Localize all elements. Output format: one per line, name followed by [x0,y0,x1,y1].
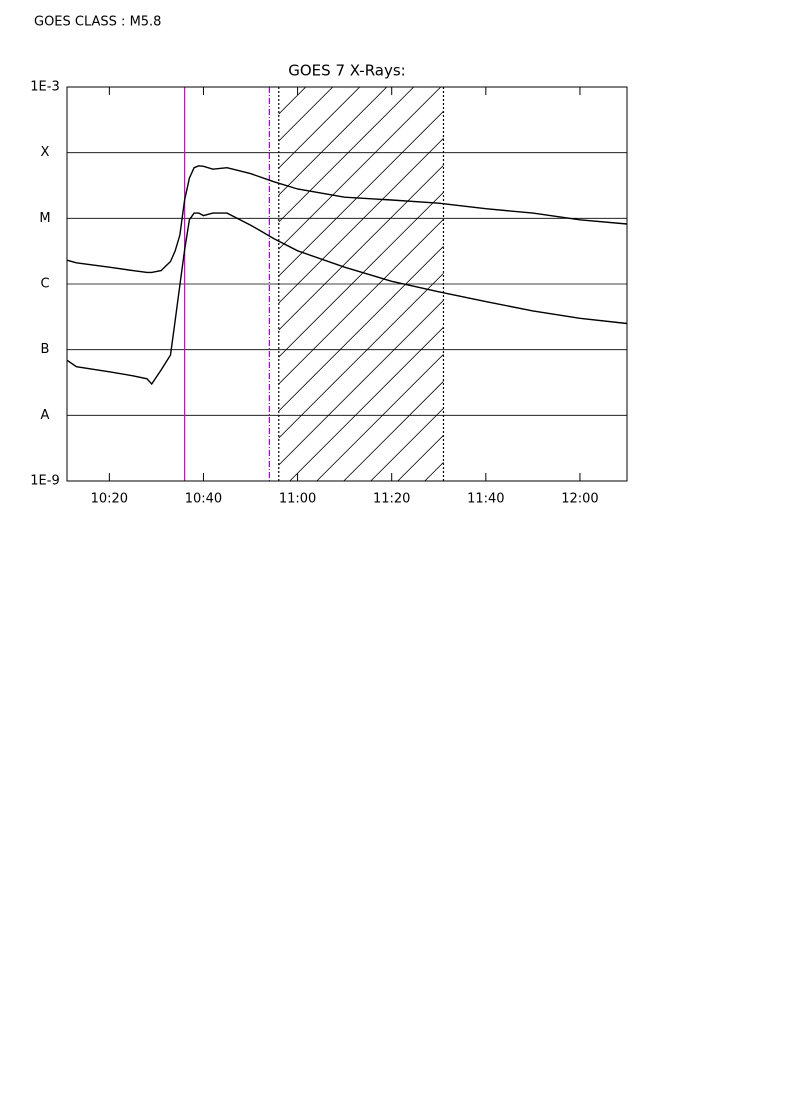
x-tick-label: 11:20 [373,492,410,507]
y-tick-label: 1E-3 [30,80,59,95]
x-tick-label: 11:40 [467,492,504,507]
y-tick-label: X [41,145,50,160]
x-tick-label: 12:00 [561,492,598,507]
data-line [66,212,628,386]
x-tick-label: 11:00 [279,492,316,507]
plot-frame [66,86,628,482]
header: GOES CLASS : M5.8 [34,15,161,30]
y-tick-label: B [41,342,50,357]
x-tick-label: 10:40 [185,492,222,507]
y-tick-label: A [41,408,50,423]
chart-title: GOES 7 X-Rays: [288,62,405,80]
x-tick-label: 10:20 [91,492,128,507]
y-tick-label: C [40,277,49,292]
y-tick-label: 1E-9 [30,474,59,489]
data-line [66,165,628,274]
y-tick-label: M [39,211,50,226]
